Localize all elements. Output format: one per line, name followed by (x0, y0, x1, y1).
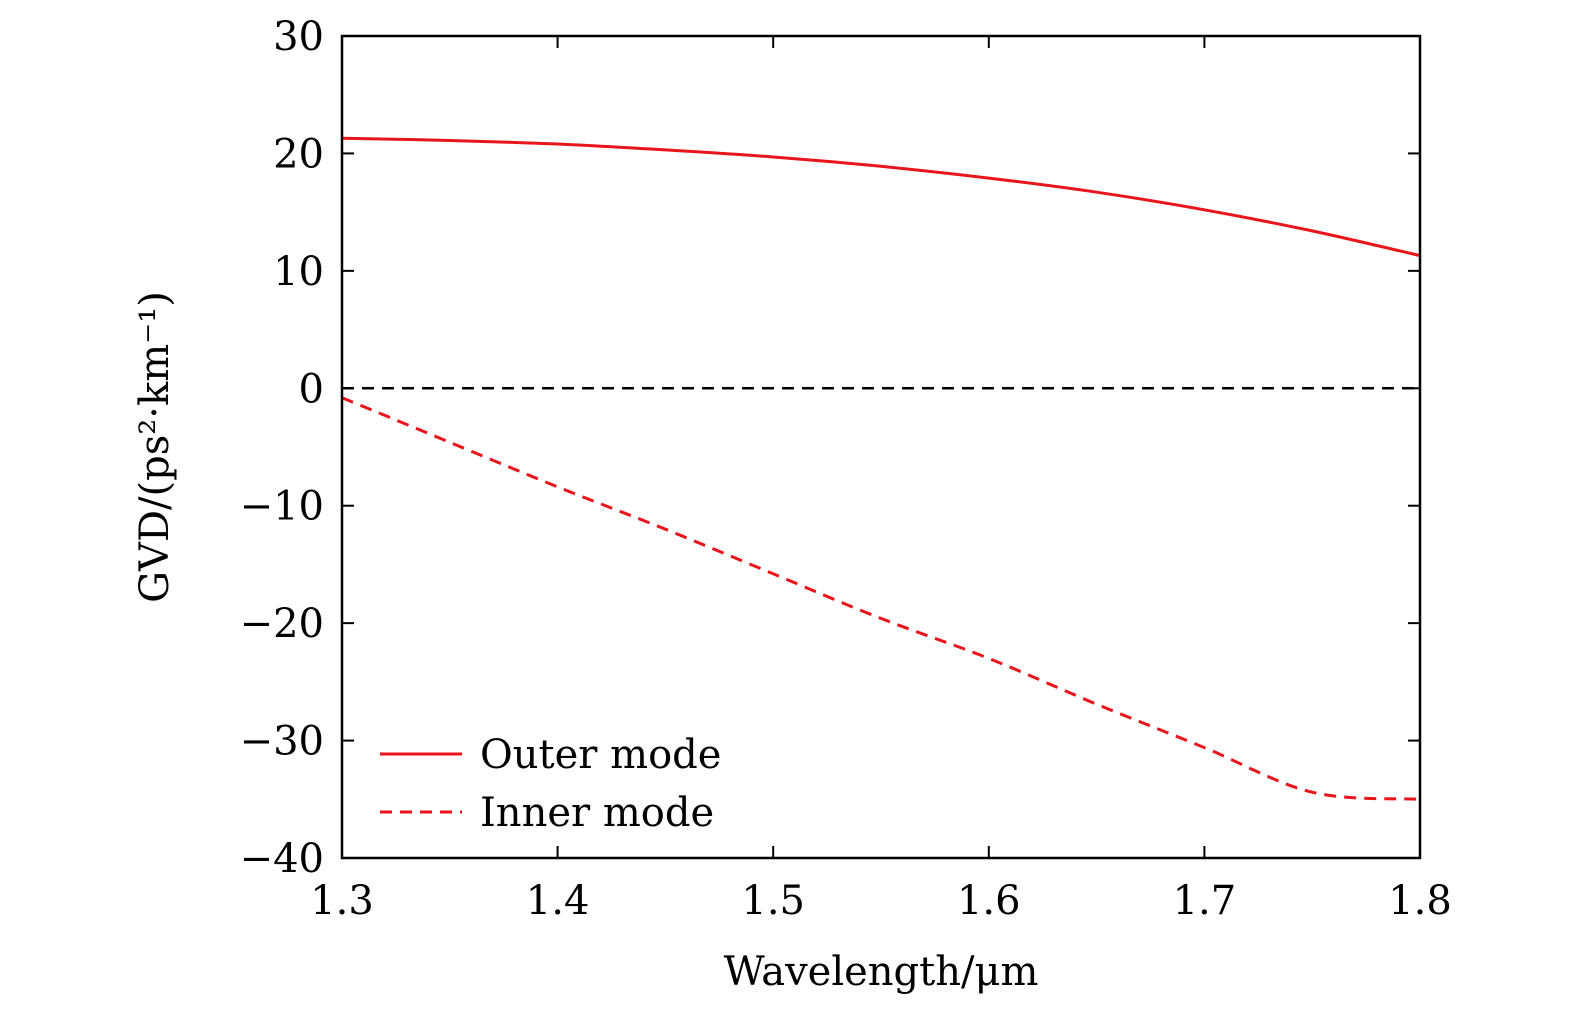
x-tick-label: 1.5 (741, 878, 805, 924)
x-tick-label: 1.4 (526, 878, 590, 924)
tick-labels-layer: 1.3 1.4 1.5 1.6 1.7 1.8 30 20 10 0 −10 −20 −30 −40 (240, 14, 1452, 924)
legend-label-outer-mode: Outer mode (480, 732, 721, 778)
y-tick-label: −20 (240, 601, 324, 647)
y-tick-label: 30 (273, 14, 324, 60)
series-line-inner-mode (341, 396, 1421, 801)
y-tick-label: 10 (273, 249, 324, 295)
x-tick-label: 1.6 (957, 878, 1021, 924)
x-axis-label: Wavelength/μm (724, 949, 1039, 995)
ticks-layer (341, 35, 1421, 859)
series-layer (341, 136, 1421, 801)
x-tick-label: 1.3 (310, 878, 374, 924)
y-tick-label: 20 (273, 131, 324, 177)
x-tick-label: 1.7 (1173, 878, 1237, 924)
legend: Outer mode Inner mode (380, 732, 721, 836)
series-line-outer-mode (341, 136, 1421, 258)
y-tick-label: 0 (299, 366, 324, 412)
x-tick-label: 1.8 (1388, 878, 1452, 924)
y-tick-label: −40 (240, 836, 324, 882)
y-tick-label: −10 (240, 484, 324, 530)
y-tick-label: −30 (240, 719, 324, 765)
plot-frame (340, 34, 1422, 860)
legend-label-inner-mode: Inner mode (480, 790, 714, 836)
y-axis-label: GVD/(ps²·km⁻¹) (132, 291, 178, 603)
